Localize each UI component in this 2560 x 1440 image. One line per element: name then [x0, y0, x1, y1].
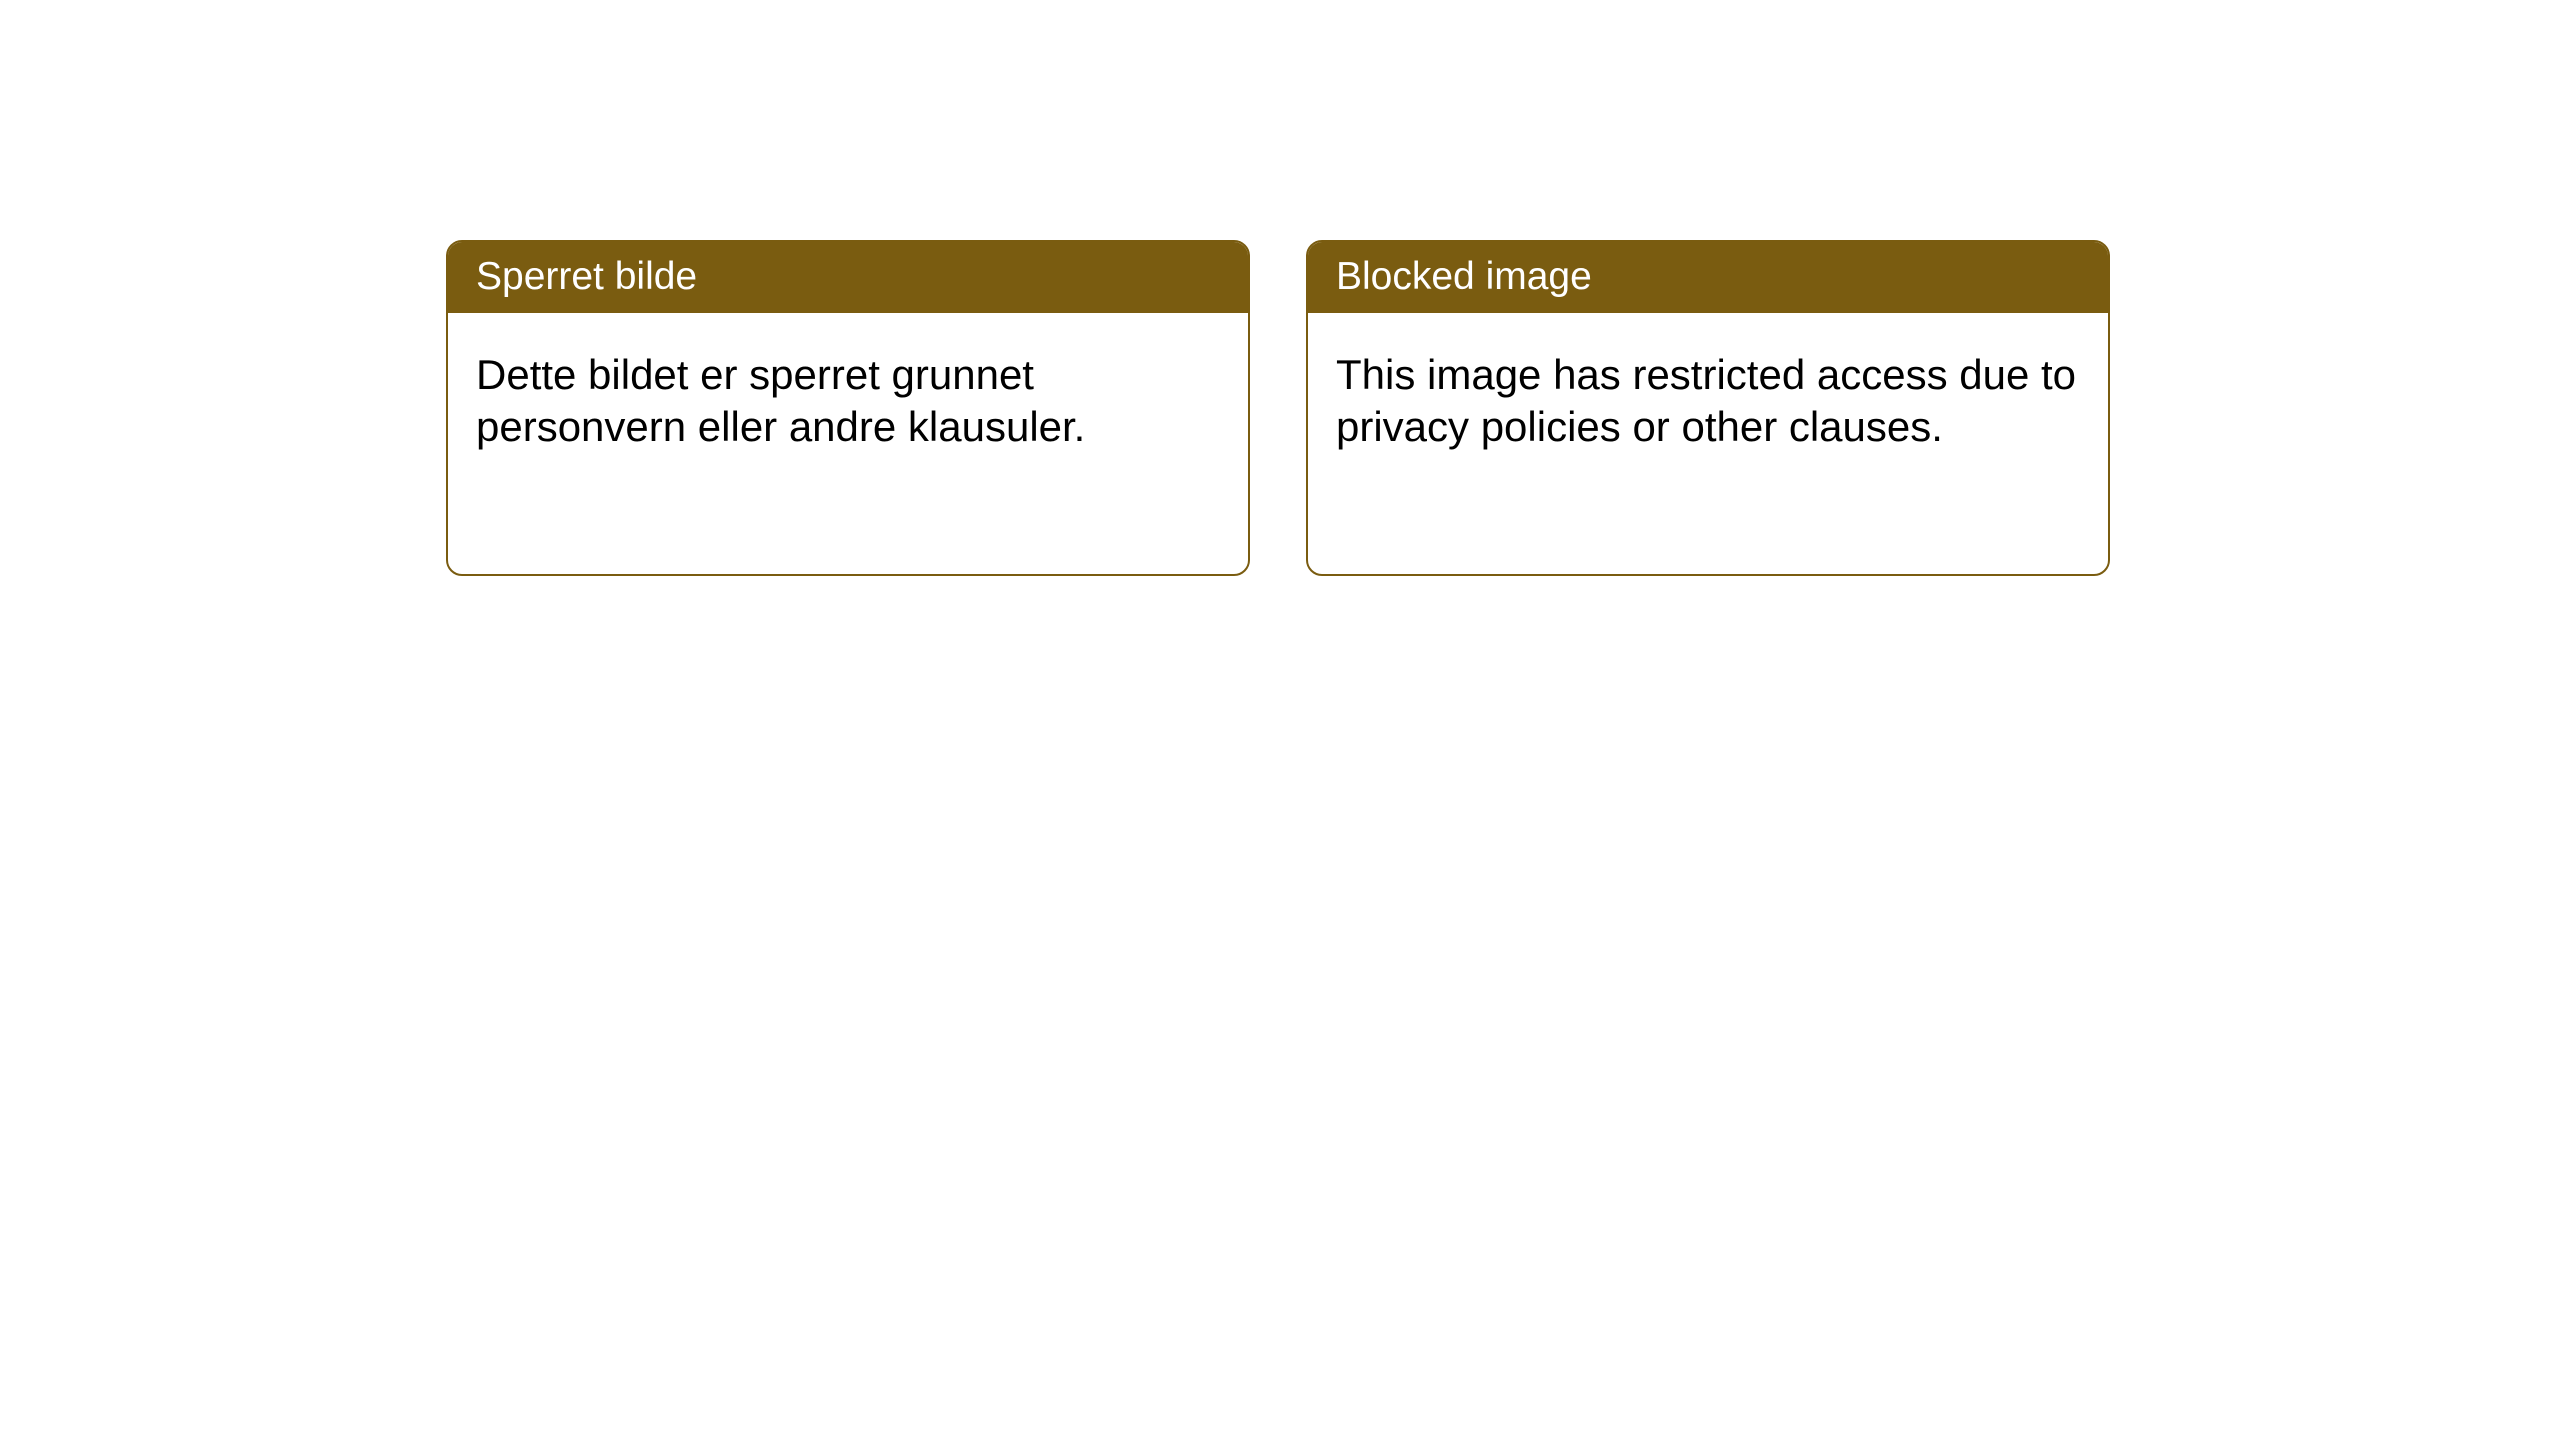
- notice-header: Blocked image: [1308, 242, 2108, 313]
- notice-box-norwegian: Sperret bilde Dette bildet er sperret gr…: [446, 240, 1250, 576]
- notice-body: Dette bildet er sperret grunnet personve…: [448, 313, 1248, 490]
- notice-body: This image has restricted access due to …: [1308, 313, 2108, 490]
- notice-container: Sperret bilde Dette bildet er sperret gr…: [446, 240, 2110, 576]
- notice-header: Sperret bilde: [448, 242, 1248, 313]
- notice-box-english: Blocked image This image has restricted …: [1306, 240, 2110, 576]
